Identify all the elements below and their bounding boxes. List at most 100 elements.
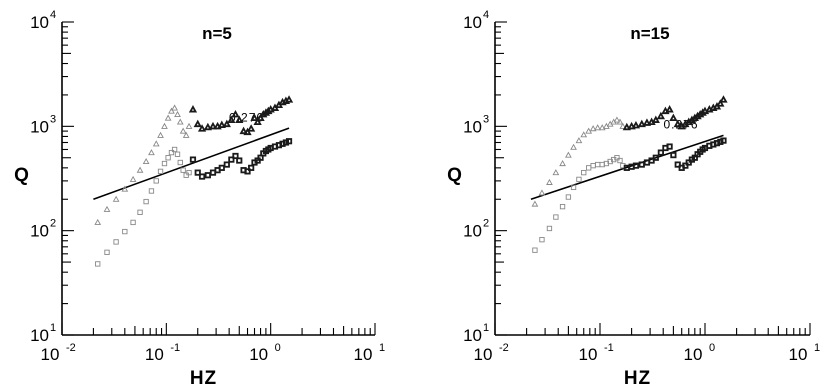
x-axis-label: HZ [190, 368, 217, 388]
data-point [594, 124, 602, 131]
x-tick-label: 10 [249, 345, 268, 364]
data-point [189, 156, 197, 163]
data-point [161, 122, 168, 129]
data-point [716, 99, 725, 107]
data-point [174, 151, 181, 157]
data-point [576, 176, 582, 183]
y-tick-label: 10 [463, 13, 482, 32]
data-point [236, 157, 243, 164]
data-point [179, 127, 187, 134]
data-point [570, 184, 577, 191]
data-point [136, 166, 144, 173]
data-point [243, 127, 252, 136]
data-point [168, 107, 175, 114]
data-point [538, 189, 546, 196]
data-point [171, 104, 178, 111]
data-point [104, 249, 110, 255]
data-point [673, 119, 682, 128]
data-point [552, 169, 560, 176]
x-tick-label: 10 [684, 345, 703, 364]
data-point [227, 115, 236, 123]
x-tick-label-exponent: 0 [275, 342, 281, 354]
data-point [103, 205, 111, 212]
data-point [176, 118, 184, 125]
series-square [95, 138, 293, 267]
data-point [642, 118, 652, 126]
data-point [256, 113, 265, 122]
data-point [235, 115, 244, 123]
data-point [218, 164, 225, 171]
data-point [204, 172, 211, 179]
data-point [669, 113, 678, 122]
data-point [595, 161, 601, 168]
data-point [208, 121, 218, 130]
data-point [619, 122, 627, 129]
data-point [188, 105, 198, 113]
data-point [129, 175, 137, 182]
data-point [631, 120, 641, 129]
fit-line [93, 127, 290, 201]
x-axis-label: HZ [624, 368, 651, 388]
x-tick-label-exponent: 1 [814, 342, 820, 354]
data-point [231, 109, 240, 118]
data-point [617, 157, 623, 164]
data-point [122, 228, 128, 235]
y-tick-label: 10 [30, 13, 49, 32]
x-tick-label: 10 [354, 345, 373, 364]
data-point [656, 111, 666, 120]
data-point [228, 156, 235, 163]
series-triangle [94, 95, 294, 225]
data-point [198, 173, 206, 180]
data-point [223, 161, 230, 168]
x-tick-label-exponent: 0 [709, 342, 715, 354]
x-tick-label: 10 [474, 345, 493, 364]
data-point [222, 119, 231, 128]
x-tick-label-exponent: -2 [66, 342, 76, 354]
data-point [250, 113, 259, 122]
data-point [157, 131, 164, 138]
data-point [670, 152, 677, 159]
data-point [598, 124, 606, 131]
data-point [531, 200, 539, 207]
data-point [203, 122, 212, 131]
data-point [713, 140, 721, 147]
data-point [719, 95, 728, 103]
data-point [616, 118, 624, 125]
data-point [95, 261, 101, 267]
data-point [185, 122, 193, 129]
x-tick-label: 10 [789, 345, 808, 364]
data-point [638, 161, 645, 168]
data-point [674, 161, 681, 168]
data-point [247, 124, 256, 132]
data-point [164, 114, 172, 121]
data-point [717, 138, 724, 145]
y-tick-label: 10 [30, 222, 49, 241]
data-point [186, 169, 192, 176]
data-point [217, 120, 226, 128]
data-point [622, 122, 631, 131]
data-point [168, 149, 175, 156]
y-axis-label: Q [447, 165, 463, 186]
data-point [565, 194, 572, 200]
data-point [539, 237, 545, 243]
series-triangle [531, 95, 728, 207]
data-point [559, 160, 566, 167]
y-tick-label-exponent: 2 [50, 218, 56, 230]
data-point [248, 164, 255, 171]
data-point [113, 239, 119, 245]
x-tick-label-exponent: -2 [499, 342, 509, 354]
y-tick-label-exponent: 1 [483, 322, 489, 334]
data-point [627, 121, 636, 130]
data-point [165, 155, 171, 161]
data-point [559, 203, 566, 210]
data-point [161, 160, 168, 167]
data-point [657, 149, 664, 156]
data-point [614, 155, 620, 161]
data-point [632, 162, 640, 169]
data-point [285, 138, 293, 145]
data-point [239, 126, 248, 135]
data-point [121, 185, 129, 192]
